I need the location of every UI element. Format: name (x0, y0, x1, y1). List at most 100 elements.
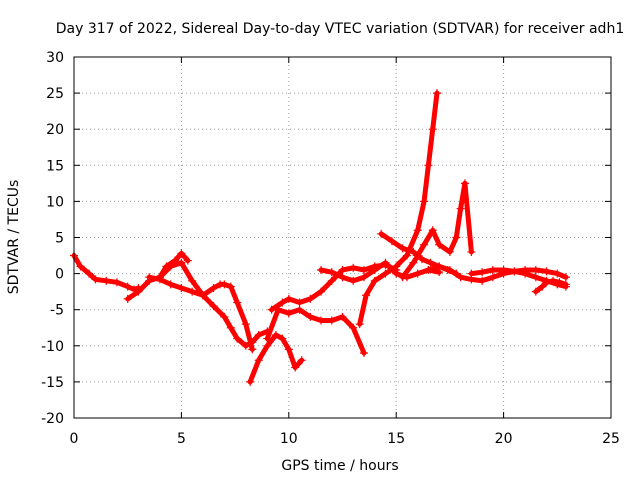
data-point (327, 268, 336, 277)
data-point (413, 269, 422, 278)
data-point (370, 276, 379, 285)
data-point (398, 273, 407, 282)
data-point (166, 262, 175, 271)
data-point (478, 276, 487, 285)
x-tick-label: 0 (70, 431, 79, 447)
series-arc-5 (246, 330, 306, 386)
data-point (209, 302, 218, 311)
data-point (409, 247, 418, 256)
data-point (327, 316, 336, 325)
data-point (306, 312, 315, 321)
data-point (317, 265, 326, 274)
data-point (424, 265, 433, 274)
data-point (428, 226, 437, 235)
data-point (263, 334, 272, 343)
series-line (357, 90, 440, 327)
data-point (188, 287, 197, 296)
data-point (387, 237, 396, 246)
data-point (155, 273, 164, 282)
data-point (467, 269, 476, 278)
data-point (254, 330, 263, 339)
data-point (413, 226, 422, 235)
y-tick-label: 20 (46, 122, 64, 138)
data-point (488, 273, 497, 282)
data-point (355, 320, 364, 329)
data-point (338, 265, 347, 274)
data-point (349, 323, 358, 332)
y-tick-label: -5 (50, 303, 64, 319)
data-point (177, 258, 186, 267)
data-point (531, 273, 540, 282)
data-point (370, 265, 379, 274)
data-point (241, 320, 250, 329)
data-point (392, 262, 401, 271)
data-point (398, 244, 407, 253)
series-arc-9 (355, 89, 442, 329)
data-point (295, 305, 304, 314)
data-point (467, 247, 476, 256)
data-series (70, 89, 570, 386)
x-tick-label: 25 (602, 431, 620, 447)
data-point (254, 356, 263, 365)
series-line (247, 332, 305, 385)
data-point (134, 287, 143, 296)
data-point (549, 276, 558, 285)
y-axis-label: SDTVAR / TECUs (6, 180, 22, 295)
data-point (362, 291, 371, 300)
x-tick-label: 5 (177, 431, 186, 447)
data-point (278, 334, 287, 343)
data-point (428, 125, 437, 134)
y-tick-label: -15 (41, 375, 64, 391)
data-point (424, 161, 433, 170)
data-point (233, 298, 242, 307)
data-point (426, 258, 435, 267)
series-arc-3 (145, 273, 257, 354)
data-point (246, 377, 255, 386)
series-line (400, 180, 474, 280)
data-point (220, 280, 229, 289)
data-point (377, 229, 386, 238)
data-point (420, 240, 429, 249)
data-point (359, 265, 368, 274)
data-point (112, 278, 121, 287)
x-tick-label: 10 (280, 431, 298, 447)
y-tick-label: 15 (46, 158, 64, 174)
y-tick-label: 0 (55, 267, 64, 283)
data-point (452, 233, 461, 242)
data-point (338, 273, 347, 282)
data-point (381, 269, 390, 278)
y-tick-label: 25 (46, 86, 64, 102)
data-point (561, 280, 570, 289)
data-point (417, 255, 426, 264)
data-point (402, 251, 411, 260)
chart-title: Day 317 of 2022, Sidereal Day-to-day VTE… (56, 21, 624, 37)
data-point (123, 282, 132, 291)
data-point (317, 316, 326, 325)
data-point (317, 287, 326, 296)
data-point (177, 249, 186, 258)
data-point (295, 298, 304, 307)
data-point (409, 258, 418, 267)
series-arc-11 (398, 179, 476, 282)
data-point (284, 345, 293, 354)
data-point (435, 262, 444, 271)
data-point (226, 282, 235, 291)
data-point (267, 305, 276, 314)
data-point (338, 312, 347, 321)
data-point (291, 363, 300, 372)
series-arc-4 (155, 258, 272, 350)
y-tick-label: 10 (46, 194, 64, 210)
data-point (76, 262, 85, 271)
data-point (460, 179, 469, 188)
data-point (531, 287, 540, 296)
data-point (327, 276, 336, 285)
data-point (271, 330, 280, 339)
y-tick-label: -20 (41, 411, 64, 427)
data-point (561, 273, 570, 282)
data-point (284, 309, 293, 318)
data-point (542, 278, 551, 287)
data-point (91, 275, 100, 284)
data-point (433, 89, 442, 98)
data-point (241, 341, 250, 350)
